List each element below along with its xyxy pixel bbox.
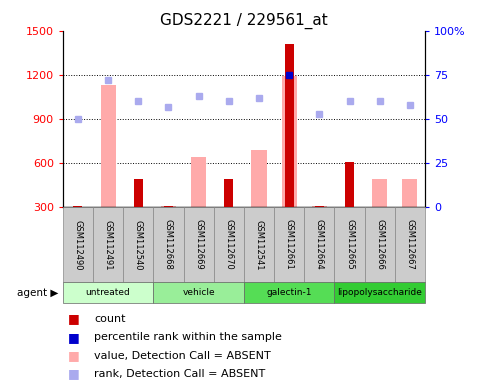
Text: GSM112491: GSM112491 <box>103 220 113 270</box>
Text: ■: ■ <box>68 349 79 362</box>
Text: untreated: untreated <box>85 288 130 297</box>
Text: vehicle: vehicle <box>182 288 215 297</box>
Bar <box>134 179 143 207</box>
Bar <box>372 179 387 207</box>
Text: agent ▶: agent ▶ <box>16 288 58 298</box>
Text: GSM112668: GSM112668 <box>164 219 173 270</box>
Title: GDS2221 / 229561_at: GDS2221 / 229561_at <box>160 13 328 29</box>
Bar <box>284 44 294 207</box>
Text: rank, Detection Call = ABSENT: rank, Detection Call = ABSENT <box>94 369 266 379</box>
Bar <box>100 85 115 207</box>
Text: GSM112665: GSM112665 <box>345 219 354 270</box>
Bar <box>315 206 324 207</box>
Text: lipopolysaccharide: lipopolysaccharide <box>337 288 422 297</box>
Bar <box>402 179 417 207</box>
Text: ■: ■ <box>68 367 79 381</box>
Bar <box>224 179 233 207</box>
Text: GSM112670: GSM112670 <box>224 219 233 270</box>
Bar <box>252 150 267 207</box>
Text: count: count <box>94 314 126 324</box>
Text: GSM112661: GSM112661 <box>284 219 294 270</box>
Bar <box>73 206 83 207</box>
Text: GSM112541: GSM112541 <box>255 220 264 270</box>
Text: GSM112669: GSM112669 <box>194 219 203 270</box>
Text: GSM112540: GSM112540 <box>134 220 143 270</box>
Bar <box>345 162 354 207</box>
Text: GSM112666: GSM112666 <box>375 219 384 270</box>
Text: percentile rank within the sample: percentile rank within the sample <box>94 332 282 342</box>
Text: value, Detection Call = ABSENT: value, Detection Call = ABSENT <box>94 351 271 361</box>
Text: GSM112667: GSM112667 <box>405 219 414 270</box>
Text: GSM112664: GSM112664 <box>315 219 324 270</box>
Bar <box>161 206 176 207</box>
Text: galectin-1: galectin-1 <box>267 288 312 297</box>
Text: ■: ■ <box>68 331 79 344</box>
Bar <box>312 206 327 207</box>
Bar <box>191 157 206 207</box>
Text: ■: ■ <box>68 312 79 325</box>
Bar <box>164 206 173 207</box>
Text: GSM112490: GSM112490 <box>73 220 83 270</box>
Bar <box>282 76 297 207</box>
